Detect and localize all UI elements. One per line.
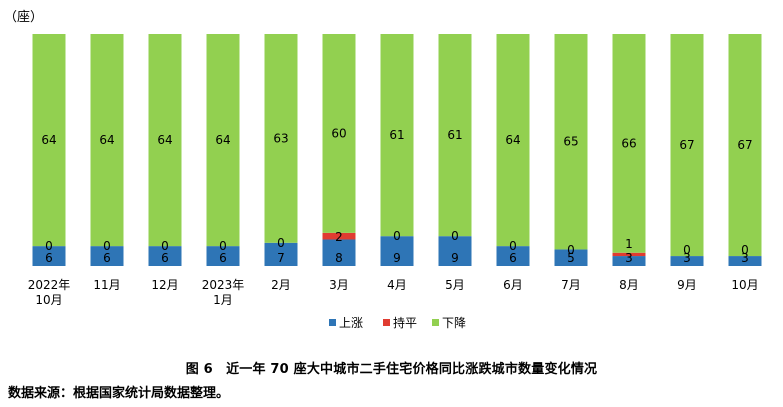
bar-2-5 (322, 34, 356, 233)
data-label-down: 61 (389, 128, 404, 142)
x-tick-label: 6月 (503, 278, 523, 292)
bar-2-0 (32, 34, 66, 247)
bar-2-12 (728, 34, 762, 257)
x-tick-label: 11月 (93, 278, 120, 292)
x-tick-label: 8月 (619, 278, 639, 292)
bar-0-4 (264, 242, 298, 266)
data-label-up: 3 (625, 251, 633, 265)
data-label-down: 67 (737, 138, 752, 152)
bar-2-2 (148, 34, 182, 247)
x-tick-label: 2023年 1月 (202, 278, 245, 307)
x-tick-label: 7月 (561, 278, 581, 292)
figure-caption: 图 6 近一年 70 座大中城市二手住宅价格同比涨跌城市数量变化情况 (185, 362, 598, 377)
x-tick-label: 9月 (677, 278, 697, 292)
bar-0-2 (148, 246, 182, 266)
bar-2-6 (380, 34, 414, 237)
bar-0-7 (438, 236, 472, 266)
data-label-down: 61 (447, 128, 462, 142)
data-label-up: 8 (335, 251, 343, 265)
data-label-flat: 2 (335, 230, 343, 244)
bar-0-9 (554, 249, 588, 266)
x-tick-label: 10月 (731, 278, 758, 292)
bar-2-4 (264, 34, 298, 243)
data-label-flat: 0 (683, 243, 691, 257)
legend-swatch (432, 319, 439, 326)
data-label-up: 6 (509, 251, 517, 265)
data-label-down: 66 (621, 136, 636, 150)
x-tick-label: 12月 (151, 278, 178, 292)
data-label-down: 64 (215, 133, 230, 147)
data-label-up: 9 (451, 251, 459, 265)
data-label-down: 64 (505, 133, 520, 147)
legend-swatch (383, 319, 390, 326)
legend-label: 持平 (393, 315, 417, 330)
x-tick-labels: 2022年 10月 11月 12月 2023年 1月 2月 3月 4月 5月 6月 7月 8月 9月 10月 (28, 278, 759, 307)
legend: 上涨 持平 下降 (329, 315, 466, 330)
x-tick-label: 5月 (445, 278, 465, 292)
data-label-flat: 0 (45, 239, 53, 253)
bar-0-5 (322, 239, 356, 266)
legend-swatch (329, 319, 336, 326)
data-label-up: 5 (567, 251, 575, 265)
data-label-flat: 0 (567, 243, 575, 257)
data-label-flat: 0 (451, 229, 459, 243)
data-source-note: 数据来源：根据国家统计局数据整理。 (8, 386, 230, 401)
bar-0-11 (670, 256, 704, 266)
bar-0-1 (90, 246, 124, 266)
x-tick-label: 3月 (329, 278, 349, 292)
x-tick-label: 2月 (271, 278, 291, 292)
data-label-up: 9 (393, 251, 401, 265)
bar-2-7 (438, 34, 472, 237)
y-unit-label: （座） (4, 10, 43, 25)
legend-label: 上涨 (339, 315, 363, 330)
data-label-flat: 1 (625, 237, 633, 251)
x-tick-label: 2022年 10月 (28, 278, 71, 307)
bar-0-12 (728, 256, 762, 266)
data-label-up: 3 (683, 251, 691, 265)
data-label-down: 67 (679, 138, 694, 152)
data-label-up: 6 (219, 251, 227, 265)
data-label-up: 6 (161, 251, 169, 265)
data-label-down: 64 (41, 133, 56, 147)
bar-2-10 (612, 34, 646, 253)
bar-0-6 (380, 236, 414, 266)
data-labels-layer: 6064606460646064706382609061906160645065… (41, 126, 752, 265)
bar-2-1 (90, 34, 124, 247)
data-label-flat: 0 (741, 243, 749, 257)
data-label-flat: 0 (509, 239, 517, 253)
bar-0-8 (496, 246, 530, 266)
data-label-down: 64 (99, 133, 114, 147)
bar-2-8 (496, 34, 530, 247)
data-label-flat: 0 (393, 229, 401, 243)
bar-2-9 (554, 34, 588, 250)
bars-layer (32, 34, 762, 266)
data-label-down: 64 (157, 133, 172, 147)
bar-0-10 (612, 256, 646, 266)
bar-2-3 (206, 34, 240, 247)
bar-1-5 (322, 232, 356, 240)
legend-label: 下降 (442, 316, 466, 330)
data-label-flat: 0 (219, 239, 227, 253)
data-label-down: 65 (563, 135, 578, 149)
x-tick-label: 4月 (387, 278, 407, 292)
data-label-flat: 0 (161, 239, 169, 253)
data-label-up: 6 (103, 251, 111, 265)
bar-2-11 (670, 34, 704, 257)
data-label-down: 60 (331, 126, 346, 140)
data-label-flat: 0 (277, 236, 285, 250)
data-label-flat: 0 (103, 239, 111, 253)
data-label-up: 3 (741, 251, 749, 265)
stacked-bar-chart: （座） 606460646064606470638260906190616064… (4, 10, 762, 330)
bar-0-3 (206, 246, 240, 266)
data-label-up: 6 (45, 251, 53, 265)
data-label-down: 63 (273, 131, 288, 145)
data-label-up: 7 (277, 251, 285, 265)
bar-0-0 (32, 246, 66, 266)
bar-1-10 (612, 252, 646, 257)
